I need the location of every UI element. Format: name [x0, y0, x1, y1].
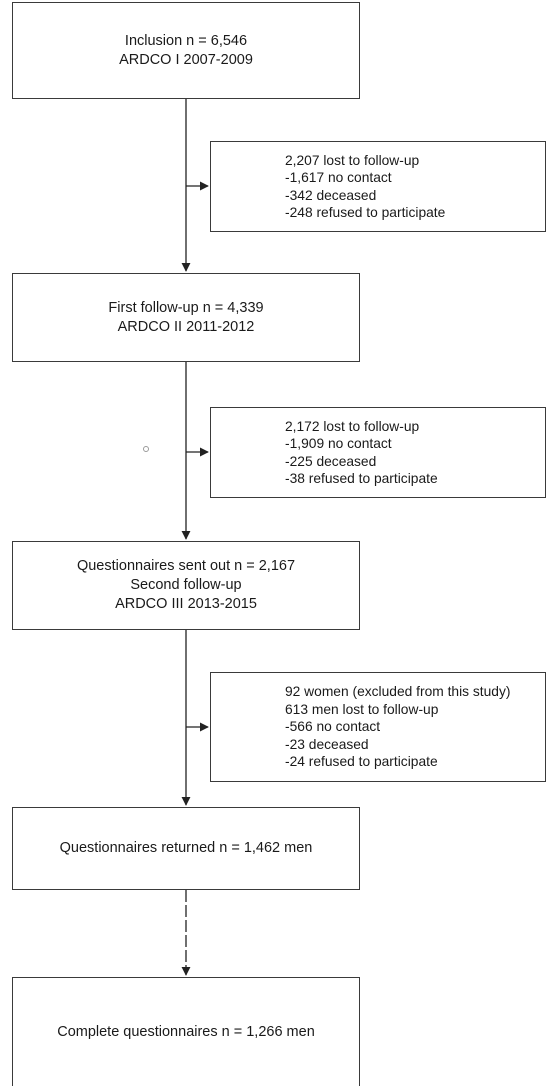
- questionnaires-returned-line-1: Questionnaires returned n = 1,462 men: [59, 840, 313, 856]
- exclusion-1-line-1: 2,207 lost to follow-up: [285, 152, 420, 168]
- exclusion-2-line-1: 2,172 lost to follow-up: [285, 418, 420, 434]
- complete-questionnaires-box: Complete questionnaires n = 1,266 men: [12, 977, 360, 1086]
- questionnaires-sent-line-1: Questionnaires sent out n = 2,167: [76, 558, 296, 574]
- exclusion-box-2: 2,172 lost to follow-up -1,909 no contac…: [210, 407, 546, 498]
- complete-questionnaires-line-1: Complete questionnaires n = 1,266 men: [57, 1023, 315, 1040]
- exclusion-1-line-2: -1,617 no contact: [285, 170, 392, 185]
- exclusion-3-line-2: 613 men lost to follow-up: [285, 701, 439, 717]
- first-follow-up-line-1: First follow-up n = 4,339: [108, 299, 264, 316]
- exclusion-3-line-4: -23 deceased: [285, 736, 369, 752]
- exclusion-3-line-5: -24 refused to participate: [285, 754, 438, 770]
- questionnaires-returned-box: Questionnaires returned n = 1,462 men: [12, 807, 360, 890]
- first-follow-up-line-2: ARDCO II 2011-2012: [117, 318, 255, 335]
- exclusion-3-line-1: 92 women (excluded from this study): [285, 684, 511, 700]
- inclusion-line-2: ARDCO I 2007-2009: [119, 51, 253, 68]
- exclusion-box-3: 92 women (excluded from this study) 613 …: [210, 672, 546, 782]
- questionnaires-sent-line-2: Second follow-up: [130, 577, 242, 593]
- exclusion-box-1: 2,207 lost to follow-up -1,617 no contac…: [210, 141, 546, 232]
- exclusion-3-line-3: -566 no contact: [285, 719, 381, 735]
- stray-dot: [143, 446, 149, 452]
- first-follow-up-box: First follow-up n = 4,339 ARDCO II 2011-…: [12, 273, 360, 362]
- inclusion-line-1: Inclusion n = 6,546: [124, 32, 248, 49]
- questionnaires-sent-box: Questionnaires sent out n = 2,167 Second…: [12, 541, 360, 630]
- questionnaires-sent-line-3: ARDCO III 2013-2015: [115, 596, 257, 612]
- exclusion-2-line-2: -1,909 no contact: [285, 436, 392, 451]
- exclusion-2-line-4: -38 refused to participate: [285, 471, 438, 486]
- exclusion-2-line-3: -225 deceased: [285, 453, 377, 469]
- exclusion-1-line-4: -248 refused to participate: [285, 205, 446, 220]
- exclusion-1-line-3: -342 deceased: [285, 187, 377, 203]
- inclusion-box: Inclusion n = 6,546 ARDCO I 2007-2009: [12, 2, 360, 99]
